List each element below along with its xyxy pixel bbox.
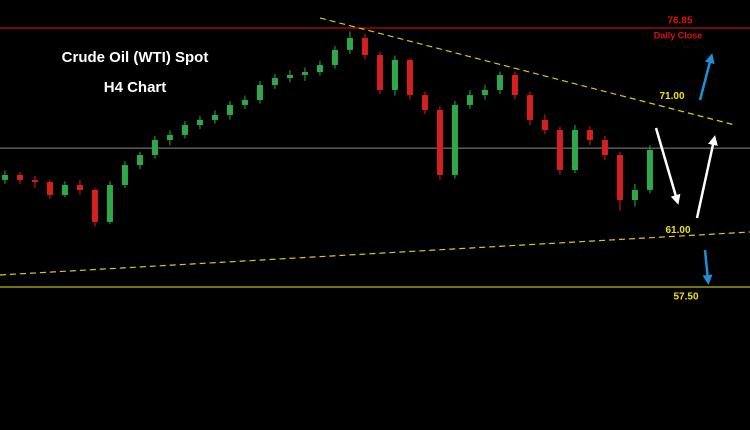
candle-body (136, 155, 143, 166)
candle-body (406, 59, 413, 96)
candle-body (211, 114, 218, 120)
candle-body (316, 65, 323, 73)
candle-body (166, 134, 173, 141)
candle-body (196, 119, 203, 126)
candle-body (481, 89, 488, 96)
trendline (319, 17, 736, 126)
level-label: 71.00 (659, 91, 684, 102)
candle-body (331, 49, 338, 66)
candle-body (421, 95, 428, 111)
candle-body (361, 38, 368, 56)
level-note: Daily Close (654, 30, 703, 40)
candle-body (121, 165, 128, 186)
candle-body (1, 174, 8, 180)
candle-body (31, 180, 38, 183)
candle-body (391, 59, 398, 90)
candle-body (631, 189, 638, 201)
candle-body (46, 182, 53, 196)
candle-body (556, 129, 563, 171)
candle-body (466, 95, 473, 105)
arrow-breakout-down (702, 249, 713, 285)
candle-body (436, 110, 443, 175)
candle-body (106, 185, 113, 222)
candle-body (346, 38, 353, 50)
candle-body (241, 100, 248, 105)
candle-body (526, 95, 533, 120)
candle-body (496, 74, 503, 90)
candle-body (451, 104, 458, 175)
candle-body (226, 104, 233, 115)
candle-body (586, 129, 593, 141)
candle-body (181, 125, 188, 135)
candle-body (616, 155, 623, 201)
candle-body (76, 185, 83, 190)
chart-title: Crude Oil (WTI) Spot (62, 49, 209, 66)
candle-body (271, 78, 278, 86)
level-label: 57.50 (673, 292, 698, 303)
candle-body (91, 189, 98, 222)
candle-body (256, 85, 263, 101)
candle-body (151, 140, 158, 156)
candle-body (376, 55, 383, 90)
candle-body (61, 185, 68, 196)
arrow-down (654, 127, 681, 205)
candle-body (601, 140, 608, 156)
candle-body (286, 74, 293, 79)
candle-body (511, 74, 518, 96)
candle-body (301, 72, 308, 75)
plot-area (0, 17, 750, 288)
trendline (0, 231, 750, 276)
level-label: 61.00 (665, 225, 690, 236)
arrow-breakout-up (698, 53, 715, 101)
arrow-up (695, 135, 718, 219)
candle-body (16, 174, 23, 181)
chart-subtitle: H4 Chart (104, 79, 167, 96)
level-label: 76.85 (667, 16, 692, 27)
candle-body (541, 119, 548, 130)
candle-body (646, 149, 653, 190)
candle-body (571, 129, 578, 171)
